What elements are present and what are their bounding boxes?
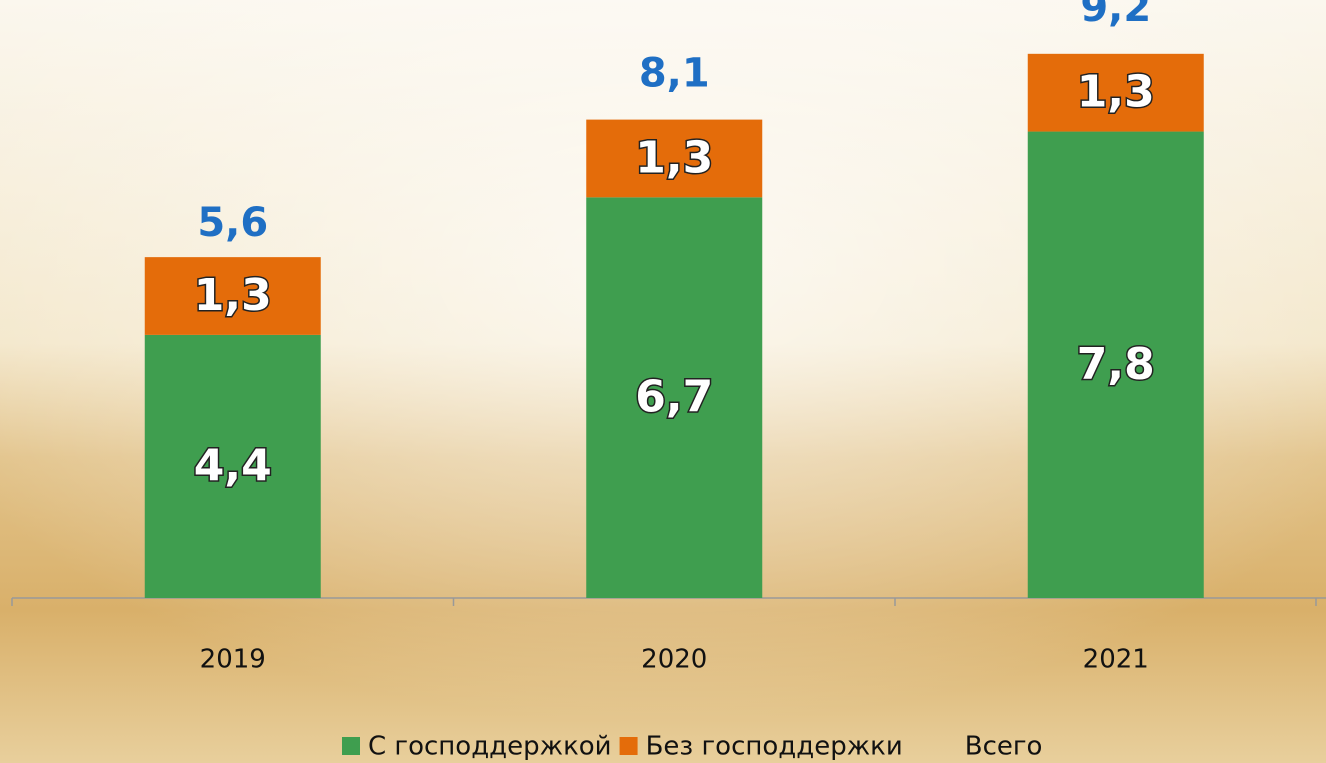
bar-segment [1027,131,1204,598]
legend-label: Всего [965,732,1043,762]
x-tick-label: 2019 [200,645,266,675]
total-label: 9,2 [1080,0,1151,31]
total-label: 5,6 [197,200,268,246]
bar-segment [1027,53,1204,132]
x-tick-label: 2021 [1083,645,1149,675]
legend-label: Без господдержки [646,732,903,762]
legend-swatch [619,737,638,755]
bar-segment [144,257,321,335]
x-tick-label: 2020 [641,645,707,675]
segment-label: 1,3 [194,270,272,321]
segment-label: 4,4 [194,440,272,491]
segment-label: 1,3 [635,132,713,183]
total-label: 8,1 [639,51,710,97]
segment-label: 6,7 [635,372,713,423]
segment-label: 1,3 [1077,67,1155,118]
legend-label: С господдержкой [368,732,612,762]
bar-segment [586,197,763,598]
segment-label: 7,8 [1077,339,1155,390]
bar-segment [144,334,321,598]
legend-swatch [342,737,360,755]
bar-segment [586,119,763,198]
